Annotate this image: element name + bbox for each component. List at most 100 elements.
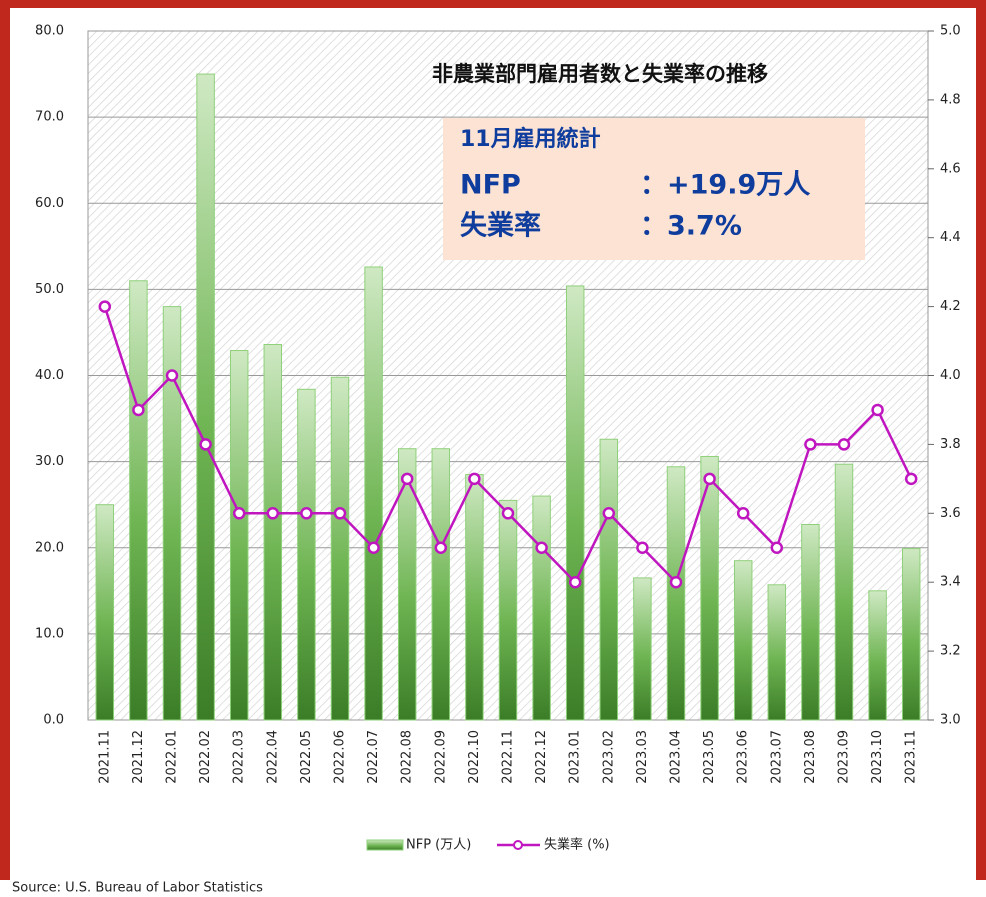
y-tick-label: 40.0 bbox=[35, 368, 64, 383]
line-marker bbox=[232, 507, 246, 520]
chart-title: 非農業部門雇用者数と失業率の推移 bbox=[432, 62, 768, 86]
line-marker bbox=[165, 369, 179, 382]
line-marker bbox=[904, 472, 918, 486]
bar bbox=[767, 584, 787, 721]
y-tick-label: 50.0 bbox=[35, 282, 64, 297]
source: Source: U.S. Bureau of Labor Statistics bbox=[12, 881, 263, 896]
line-marker bbox=[871, 403, 884, 417]
legend-swatch bbox=[513, 840, 523, 850]
y-tick-label: 20.0 bbox=[35, 540, 64, 555]
x-tick-label: 2023.02 bbox=[601, 730, 616, 784]
x-tick-label: 2023.01 bbox=[568, 730, 583, 784]
legend-swatch bbox=[366, 839, 404, 851]
y2-tick-label: 5.0 bbox=[940, 24, 961, 39]
x-tick-label: 2022.12 bbox=[534, 730, 549, 784]
line-marker bbox=[602, 507, 616, 520]
bar bbox=[532, 495, 551, 721]
line-marker bbox=[736, 507, 750, 520]
annotation-value: ：3.7% bbox=[640, 211, 742, 242]
bar bbox=[162, 306, 182, 721]
x-tick-label: 2023.03 bbox=[635, 730, 650, 784]
x-tick-label: 2022.10 bbox=[467, 730, 482, 784]
bar bbox=[465, 474, 484, 721]
y2-tick-label: 4.6 bbox=[940, 161, 961, 176]
y-tick-label: 80.0 bbox=[35, 24, 64, 39]
x-tick-label: 2022.09 bbox=[433, 730, 448, 784]
x-tick-label: 2021.11 bbox=[97, 730, 112, 784]
bar bbox=[901, 548, 921, 721]
x-tick-label: 2022.05 bbox=[299, 730, 314, 784]
line-marker bbox=[770, 541, 784, 554]
line-marker bbox=[804, 438, 817, 451]
bar bbox=[364, 266, 383, 721]
x-tick-label: 2023.06 bbox=[736, 730, 751, 784]
x-tick-label: 2022.11 bbox=[501, 730, 516, 784]
x-tick-label: 2023.04 bbox=[669, 730, 684, 784]
bar bbox=[733, 560, 753, 721]
line-marker bbox=[98, 300, 112, 313]
bar bbox=[498, 499, 518, 721]
x-tick-label: 2023.07 bbox=[769, 730, 784, 784]
line-marker bbox=[837, 438, 851, 451]
bar bbox=[397, 448, 417, 721]
y2-tick-label: 3.4 bbox=[940, 575, 961, 590]
y2-tick-label: 4.2 bbox=[940, 299, 961, 314]
bar bbox=[263, 343, 283, 721]
annotation-value: ：+19.9万人 bbox=[640, 170, 810, 201]
x-tick-label: 2023.10 bbox=[870, 730, 885, 784]
y2-tick-label: 4.8 bbox=[940, 92, 961, 107]
x-tick-label: 2023.05 bbox=[702, 730, 717, 784]
bar bbox=[633, 577, 652, 721]
legend-label: NFP (万人) bbox=[406, 838, 471, 853]
line-marker bbox=[300, 507, 313, 520]
source-background bbox=[0, 880, 986, 897]
x-tick-label: 2022.08 bbox=[400, 730, 415, 784]
y-tick-label: 0.0 bbox=[43, 713, 64, 728]
line-marker bbox=[535, 541, 548, 554]
line-marker bbox=[400, 472, 414, 486]
x-tick-label: 2021.12 bbox=[131, 730, 146, 784]
x-tick-label: 2022.06 bbox=[333, 730, 348, 784]
x-tick-label: 2022.07 bbox=[366, 730, 381, 784]
x-tick-label: 2022.01 bbox=[165, 730, 180, 784]
bar bbox=[565, 285, 585, 721]
y-tick-label: 10.0 bbox=[35, 626, 64, 641]
bar bbox=[196, 73, 215, 721]
y2-tick-label: 3.0 bbox=[940, 713, 961, 728]
line-marker bbox=[703, 472, 716, 486]
y-tick-label: 70.0 bbox=[35, 110, 64, 125]
bar bbox=[868, 590, 887, 721]
x-tick-label: 2023.09 bbox=[837, 730, 852, 784]
line-marker bbox=[199, 438, 212, 451]
bar bbox=[431, 448, 451, 721]
bar bbox=[95, 504, 115, 721]
bar bbox=[700, 455, 719, 721]
bar bbox=[599, 438, 619, 721]
line-marker bbox=[669, 575, 683, 589]
bar bbox=[297, 388, 316, 721]
x-tick-label: 2022.02 bbox=[198, 730, 213, 784]
x-tick-label: 2023.08 bbox=[803, 730, 818, 784]
line-marker bbox=[568, 575, 582, 589]
x-tick-label: 2022.03 bbox=[232, 730, 247, 784]
line-marker bbox=[434, 541, 448, 554]
y2-tick-label: 4.0 bbox=[940, 368, 961, 383]
annotation-heading: 11月雇用統計 bbox=[460, 126, 601, 152]
line-marker bbox=[266, 507, 280, 520]
y-tick-label: 60.0 bbox=[35, 196, 64, 211]
bar bbox=[129, 280, 148, 721]
y2-tick-label: 3.6 bbox=[940, 506, 961, 521]
annotation-label: NFP bbox=[460, 170, 521, 201]
y2-tick-label: 3.2 bbox=[940, 644, 961, 659]
annotation-box bbox=[443, 118, 865, 260]
legend-label: 失業率 (%) bbox=[544, 837, 610, 853]
bar bbox=[801, 523, 820, 721]
y-tick-label: 30.0 bbox=[35, 454, 64, 469]
line-marker bbox=[367, 541, 380, 554]
y2-tick-label: 3.8 bbox=[940, 437, 961, 452]
bar bbox=[666, 466, 686, 721]
line-marker bbox=[468, 472, 481, 486]
annotation-label: 失業率 bbox=[460, 210, 541, 242]
line-marker bbox=[132, 403, 145, 417]
